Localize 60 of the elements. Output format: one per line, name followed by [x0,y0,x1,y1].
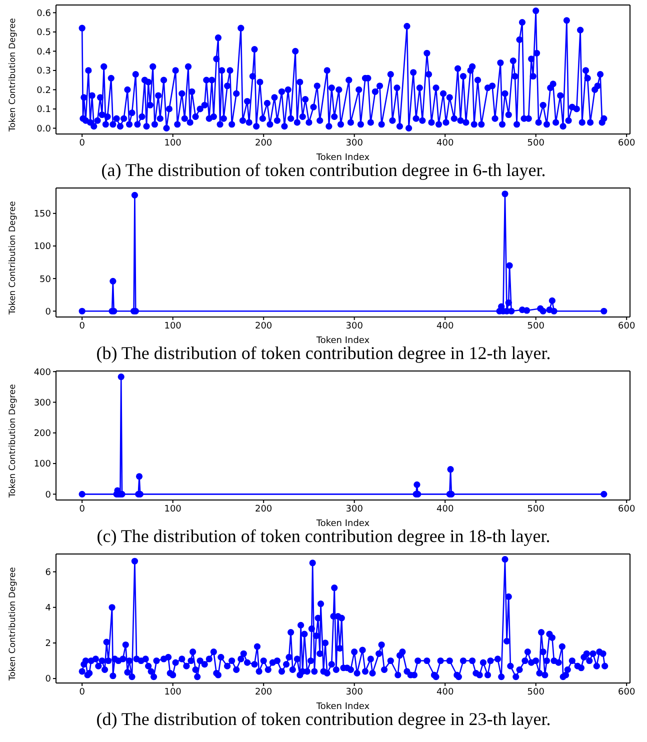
y-tick-label: 0 [45,674,52,685]
x-axis-title: Token Index [315,519,370,529]
y-axis-title: Token Contribution Degree [8,18,18,132]
y-tick-label: 4 [45,604,52,614]
y-tick-label: 0.0 [36,124,52,134]
x-tick-label: 0 [79,138,86,148]
y-tick-label: 0 [45,490,52,500]
x-tick-label: 0 [79,504,86,514]
x-tick-label: 400 [436,687,454,698]
x-tick-label: 200 [255,687,272,698]
x-tick-label: 100 [164,504,182,514]
x-tick-label: 100 [164,138,182,148]
x-tick-label: 200 [255,504,272,514]
x-tick-label: 100 [164,687,182,698]
y-axis-title: Token Contribution Degree [8,384,18,498]
y-tick-label: 0 [45,307,52,318]
y-tick-label: 100 [34,460,52,470]
y-tick-label: 6 [45,568,52,578]
y-tick-label: 0.4 [36,47,52,58]
y-tick-label: 200 [34,429,52,440]
x-tick-label: 600 [618,138,636,148]
x-axis-title: Token Index [315,153,370,163]
y-tick-label: 100 [34,242,52,252]
text: (d) The distribution of token contribution degree in 23-th layer. [95,709,552,730]
x-tick-label: 500 [527,138,545,148]
y-axis-title: Token Contribution Degree [8,201,18,316]
x-tick-label: 600 [618,504,636,514]
y-tick-label: 2 [45,639,51,650]
y-tick-label: 0.6 [36,8,52,19]
x-tick-label: 400 [436,321,454,332]
x-tick-label: 0 [79,321,86,332]
x-tick-label: 600 [618,687,636,698]
text: (c) The distribution of token contribution degree in 18-th layer. [96,526,552,547]
y-tick-label: 0.2 [36,86,51,96]
y-tick-label: 400 [34,368,52,378]
x-tick-label: 300 [346,321,364,332]
x-tick-label: 500 [527,504,545,514]
x-tick-label: 0 [79,687,86,698]
x-axis-title: Token Index [315,702,370,712]
x-tick-label: 300 [346,687,364,698]
y-axis-title: Token Contribution Degree [8,567,18,682]
y-tick-label: 150 [34,210,52,220]
x-tick-label: 300 [346,138,364,148]
x-tick-label: 200 [255,321,272,332]
x-tick-label: 300 [346,504,364,514]
x-tick-label: 500 [527,321,545,332]
x-tick-label: 400 [436,504,454,514]
x-tick-label: 200 [255,138,272,148]
x-axis-title: Token Index [315,336,370,346]
y-tick-label: 50 [40,274,52,285]
x-tick-label: 400 [436,138,454,148]
x-tick-label: 500 [527,687,545,698]
y-tick-label: 0.1 [36,105,51,116]
text: (a) The distribution of token contribution degree in 6-th layer. [100,160,547,181]
x-tick-label: 600 [618,321,636,332]
y-tick-label: 300 [34,398,52,408]
y-tick-label: 0.3 [36,66,51,77]
x-tick-label: 100 [164,321,182,332]
text: (b) The distribution of token contribution degree in 12-th layer. [95,343,552,364]
y-tick-label: 0.5 [36,28,51,38]
